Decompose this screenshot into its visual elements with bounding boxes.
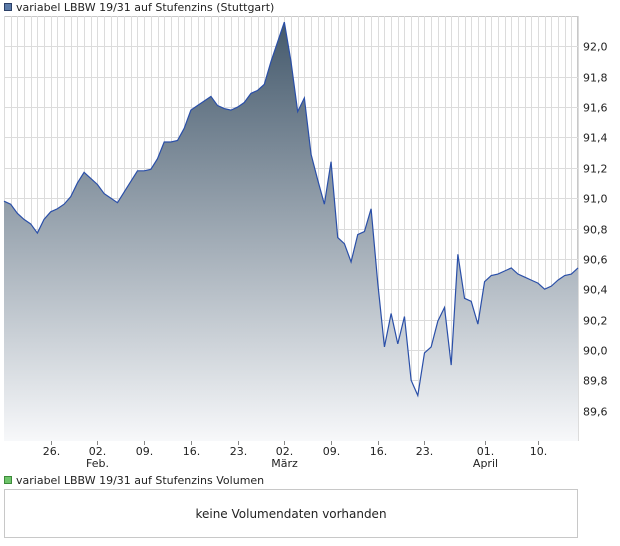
volume-panel: keine Volumendaten vorhanden: [4, 489, 578, 538]
x-tick-month-label: März: [271, 457, 298, 470]
y-tick-label: 91,0: [583, 193, 608, 206]
x-tick-month-label: April: [473, 457, 498, 470]
y-tick-label: 90,2: [583, 315, 608, 328]
legend-main: variabel LBBW 19/31 auf Stufenzins (Stut…: [4, 0, 274, 14]
y-tick-label: 89,6: [583, 406, 608, 419]
volume-swatch: [4, 476, 12, 484]
y-tick-label: 91,4: [583, 132, 608, 145]
y-tick-label: 91,2: [583, 163, 608, 176]
legend-main-label: variabel LBBW 19/31 auf Stufenzins (Stut…: [16, 0, 275, 14]
legend-volume-label: variabel LBBW 19/31 auf Stufenzins Volum…: [16, 473, 265, 487]
y-tick-label: 90,6: [583, 254, 608, 267]
x-tick-label: 23.: [416, 445, 434, 458]
series-line: [3, 21, 579, 398]
x-tick-label: 09.: [136, 445, 154, 458]
y-tick-label: 89,8: [583, 375, 608, 388]
y-tick-label: 91,8: [583, 72, 608, 85]
volume-empty-message: keine Volumendaten vorhanden: [195, 506, 387, 521]
legend-volume: variabel LBBW 19/31 auf Stufenzins Volum…: [4, 473, 264, 487]
y-tick-label: 90,0: [583, 345, 608, 358]
x-tick-label: 02.: [276, 445, 294, 458]
x-tick-label: 16.: [183, 445, 201, 458]
x-tick-label: 10.: [530, 445, 548, 458]
price-chart: 92,0 91,8 91,6 91,4 91,2 91,0 90,8 90,6 90,4 90,2…: [3, 16, 608, 470]
x-tick-label: 01.: [477, 445, 495, 458]
series-swatch: [4, 3, 12, 11]
y-tick-label: 90,4: [583, 284, 608, 297]
y-tick-label: 92,0: [583, 41, 608, 54]
x-tick-label: 09.: [323, 445, 341, 458]
y-tick-label: 91,6: [583, 102, 608, 115]
x-tick-month-label: Feb.: [86, 457, 109, 470]
x-tick-label: 23.: [230, 445, 248, 458]
x-tick-label: 02.: [89, 445, 107, 458]
y-tick-label: 90,8: [583, 224, 608, 237]
x-tick-label: 16.: [370, 445, 388, 458]
x-tick-label: 26.: [43, 445, 61, 458]
